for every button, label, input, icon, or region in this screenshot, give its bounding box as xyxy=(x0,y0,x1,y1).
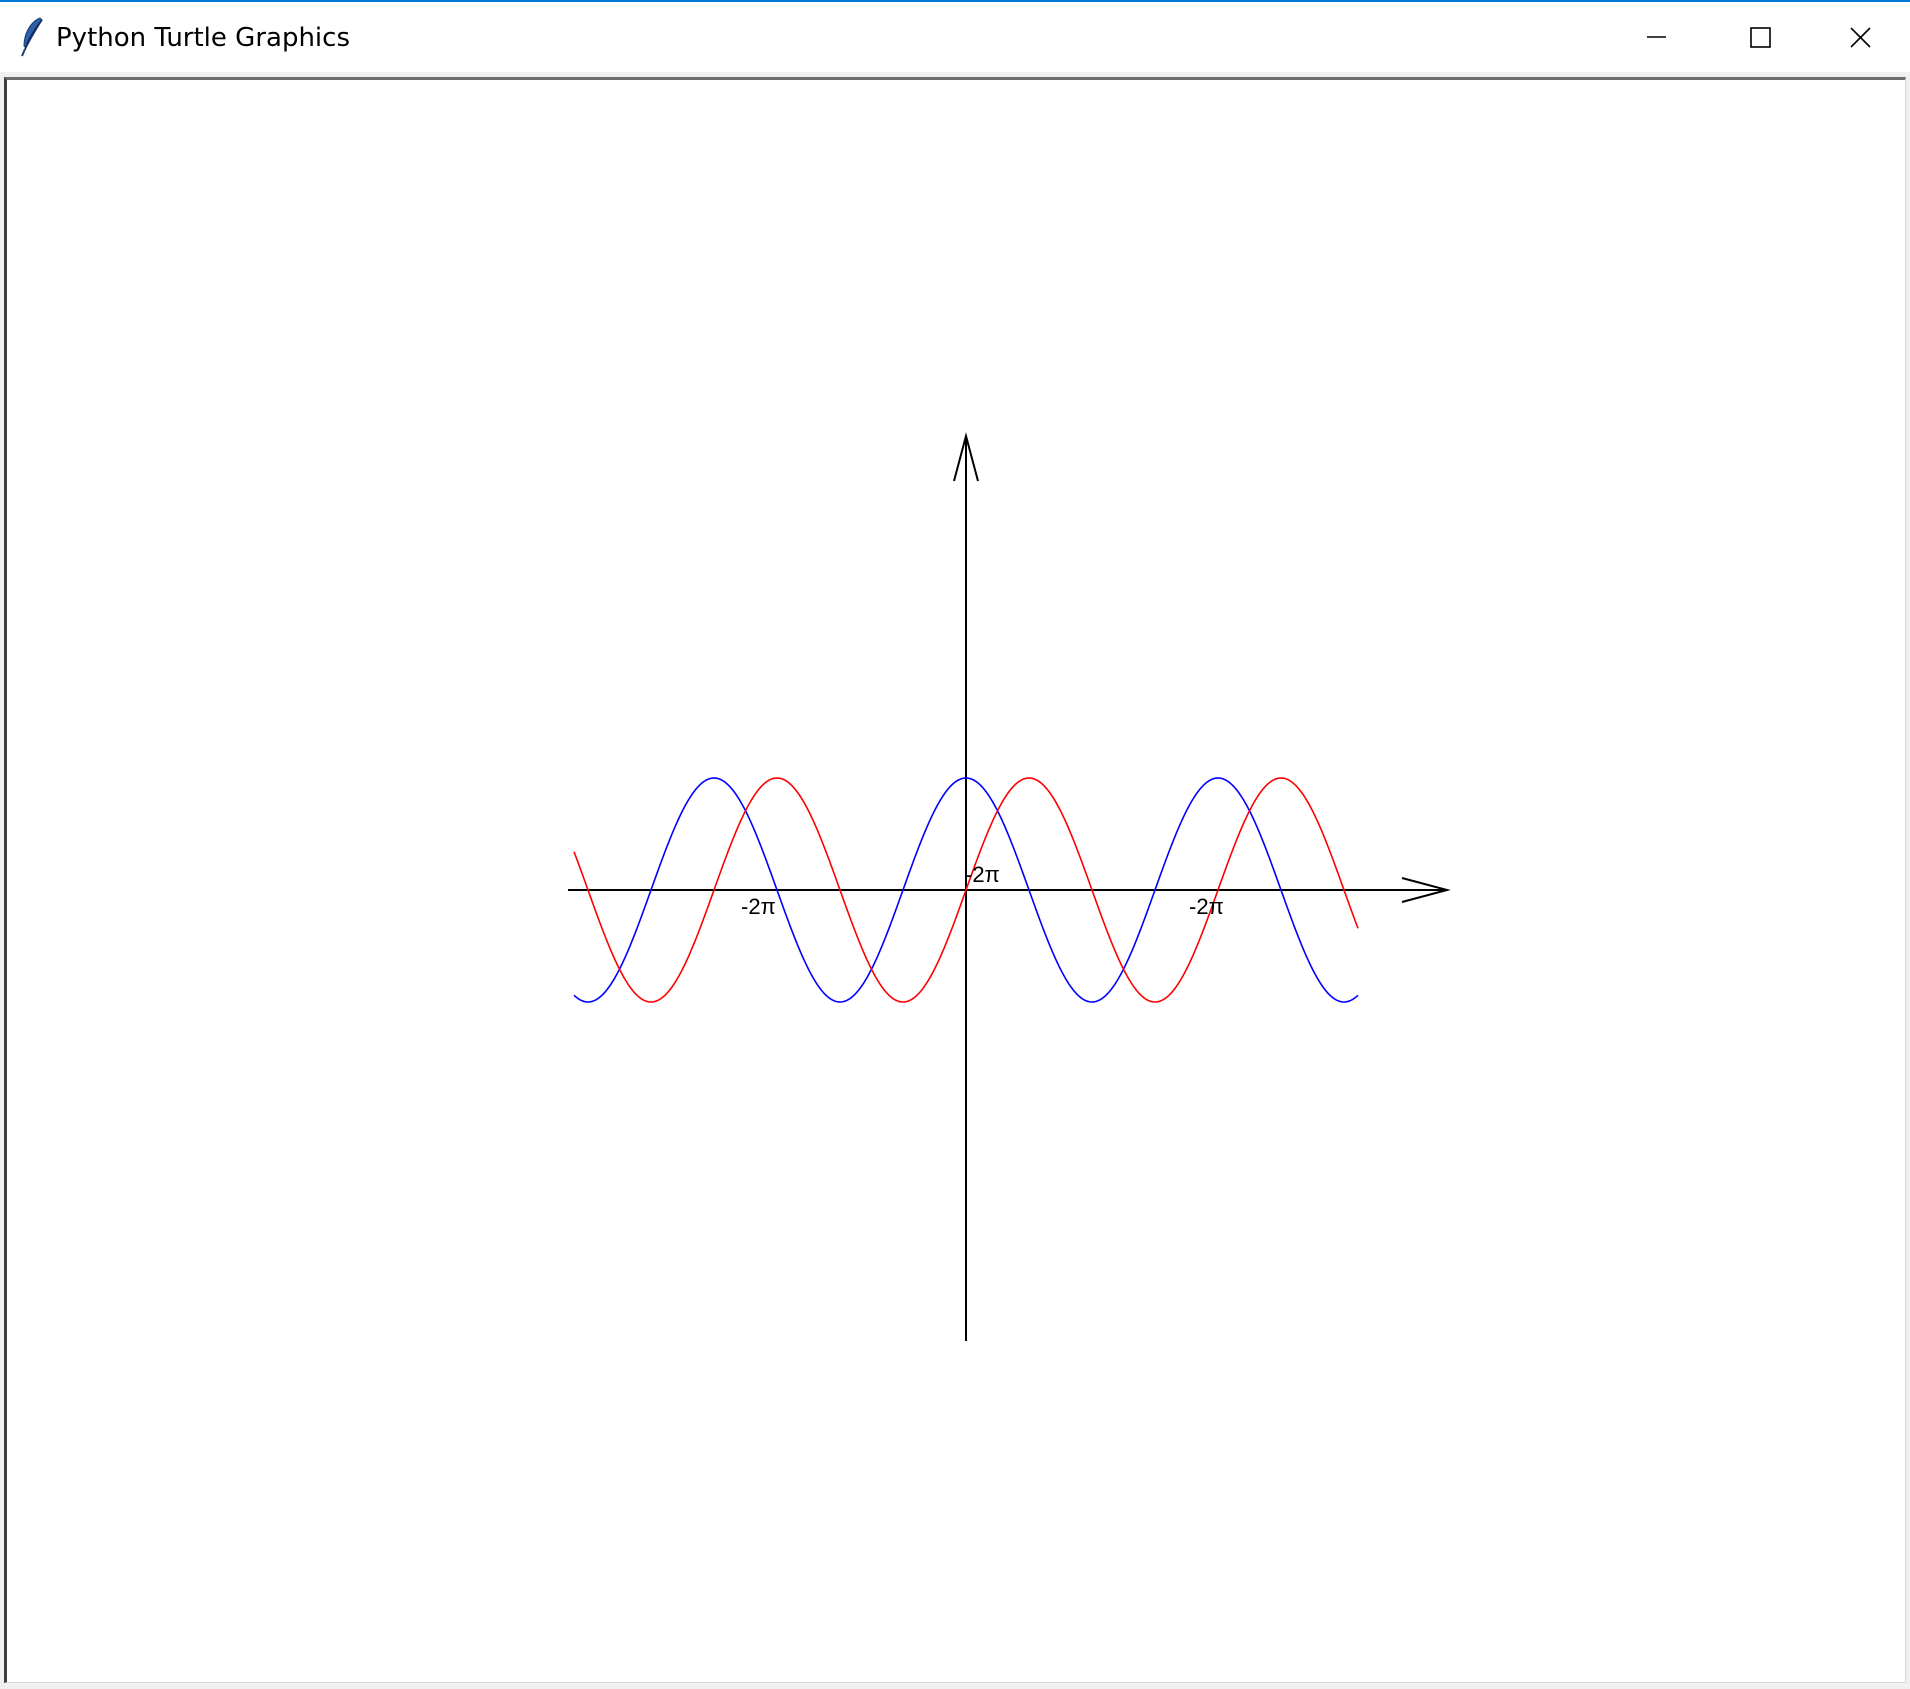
close-icon xyxy=(1850,27,1871,48)
series-line-red xyxy=(573,777,1359,1003)
maximize-icon xyxy=(1750,27,1771,48)
series-line-blue xyxy=(573,777,1359,1003)
window-accent-border xyxy=(0,0,1910,2)
y-axis-arrowhead xyxy=(953,432,979,482)
x-tick-label: -2π xyxy=(741,894,776,919)
series-group xyxy=(573,777,1359,1003)
minimize-icon xyxy=(1647,36,1666,38)
title-bar[interactable]: Python Turtle Graphics xyxy=(0,2,1910,72)
axes xyxy=(568,432,1451,1341)
tick-labels: -2π -2π -2π xyxy=(741,862,1224,919)
maximize-button[interactable] xyxy=(1708,4,1812,70)
turtle-canvas[interactable]: -2π -2π -2π xyxy=(4,77,1906,1683)
x-tick-label: -2π xyxy=(965,862,1000,887)
plot-svg: -2π -2π -2π xyxy=(568,432,1451,1341)
x-axis-arrowhead xyxy=(1401,877,1451,903)
feather-icon xyxy=(21,17,43,57)
minimize-button[interactable] xyxy=(1604,4,1708,70)
x-tick-label: -2π xyxy=(1189,894,1224,919)
close-button[interactable] xyxy=(1812,4,1910,70)
window-title: Python Turtle Graphics xyxy=(56,23,350,53)
